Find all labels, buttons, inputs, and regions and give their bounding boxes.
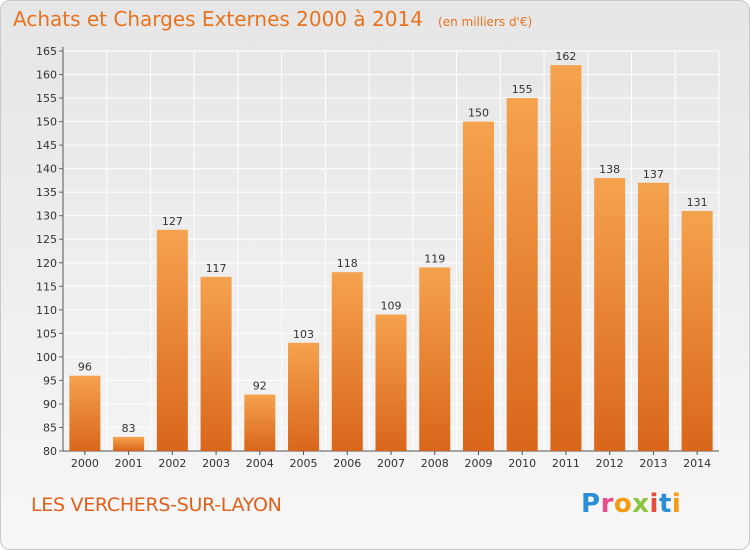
labels: 2000 96 2001 83 2002 127 2003 117 2004 92 2005 103 2… xyxy=(71,50,711,470)
data-label: 137 xyxy=(643,168,664,181)
y-tick-label: 125 xyxy=(36,233,57,246)
bar xyxy=(594,178,626,451)
bar xyxy=(200,276,232,451)
x-tick-label: 2008 xyxy=(421,457,449,470)
y-tick-label: 130 xyxy=(36,210,57,223)
bar xyxy=(550,65,582,451)
x-tick-label: 2009 xyxy=(464,457,492,470)
bars xyxy=(69,65,713,452)
data-label: 127 xyxy=(162,215,183,228)
data-label: 131 xyxy=(687,196,708,209)
logo-letter: i xyxy=(649,489,659,519)
y-tick-label: 105 xyxy=(36,327,57,340)
chart-header: Achats et Charges Externes 2000 à 2014 (… xyxy=(13,7,532,31)
y-tick-label: 155 xyxy=(36,92,57,105)
bar xyxy=(681,211,713,451)
data-label: 119 xyxy=(424,252,445,265)
logo-letter: r xyxy=(600,489,614,519)
x-tick-label: 2007 xyxy=(377,457,405,470)
x-tick-label: 2013 xyxy=(639,457,667,470)
y-tick-label: 150 xyxy=(36,116,57,129)
x-tick-label: 2005 xyxy=(290,457,318,470)
x-tick-label: 2000 xyxy=(71,457,99,470)
logo-letter: x xyxy=(632,489,650,519)
bar xyxy=(288,342,320,451)
bar xyxy=(331,272,363,451)
chart-subtitle: (en milliers d'€) xyxy=(438,15,533,29)
x-tick-label: 2006 xyxy=(333,457,361,470)
y-tick-label: 165 xyxy=(36,45,57,58)
data-label: 138 xyxy=(599,163,620,176)
bar xyxy=(244,394,276,451)
x-tick-label: 2004 xyxy=(246,457,274,470)
data-label: 117 xyxy=(206,262,227,275)
proxiti-logo: Proxiti xyxy=(581,489,681,519)
y-tick-label: 90 xyxy=(43,398,57,411)
bar xyxy=(113,436,145,451)
data-label: 155 xyxy=(512,83,533,96)
chart-title: Achats et Charges Externes 2000 à 2014 xyxy=(13,7,423,31)
logo-letter: o xyxy=(613,489,633,519)
x-tick-label: 2010 xyxy=(508,457,536,470)
x-tick-label: 2014 xyxy=(683,457,711,470)
data-label: 103 xyxy=(293,328,314,341)
x-tick-label: 2001 xyxy=(115,457,143,470)
data-label: 109 xyxy=(381,300,402,313)
y-tick-label: 100 xyxy=(36,351,57,364)
commune-name: LES VERCHERS-SUR-LAYON xyxy=(31,494,282,516)
x-tick-label: 2011 xyxy=(552,457,580,470)
bar xyxy=(637,182,669,451)
x-tick-label: 2002 xyxy=(158,457,186,470)
y-tick-label: 95 xyxy=(43,374,57,387)
y-tick-label: 85 xyxy=(43,421,57,434)
data-label: 118 xyxy=(337,257,358,270)
y-tick-label: 115 xyxy=(36,280,57,293)
data-label: 83 xyxy=(122,422,136,435)
x-tick-label: 2003 xyxy=(202,457,230,470)
y-tick-label: 145 xyxy=(36,139,57,152)
data-label: 92 xyxy=(253,380,267,393)
y-tick-label: 110 xyxy=(36,304,57,317)
bar xyxy=(375,314,407,451)
logo-letter: i xyxy=(671,489,682,519)
y-tick-label: 135 xyxy=(36,186,57,199)
y-tick-label: 140 xyxy=(36,163,57,176)
bar xyxy=(462,121,494,452)
bar xyxy=(506,98,538,451)
data-label: 96 xyxy=(78,361,92,374)
y-tick-label: 120 xyxy=(36,257,57,270)
y-tick-label: 160 xyxy=(36,69,57,82)
y-tick-label: 80 xyxy=(43,445,57,458)
data-label: 162 xyxy=(555,50,576,63)
bar xyxy=(156,229,188,451)
bar xyxy=(419,267,451,451)
data-label: 150 xyxy=(468,107,489,120)
bar xyxy=(69,375,101,451)
logo-letter: P xyxy=(581,489,601,519)
x-tick-label: 2012 xyxy=(596,457,624,470)
logo-letter: t xyxy=(658,489,672,519)
